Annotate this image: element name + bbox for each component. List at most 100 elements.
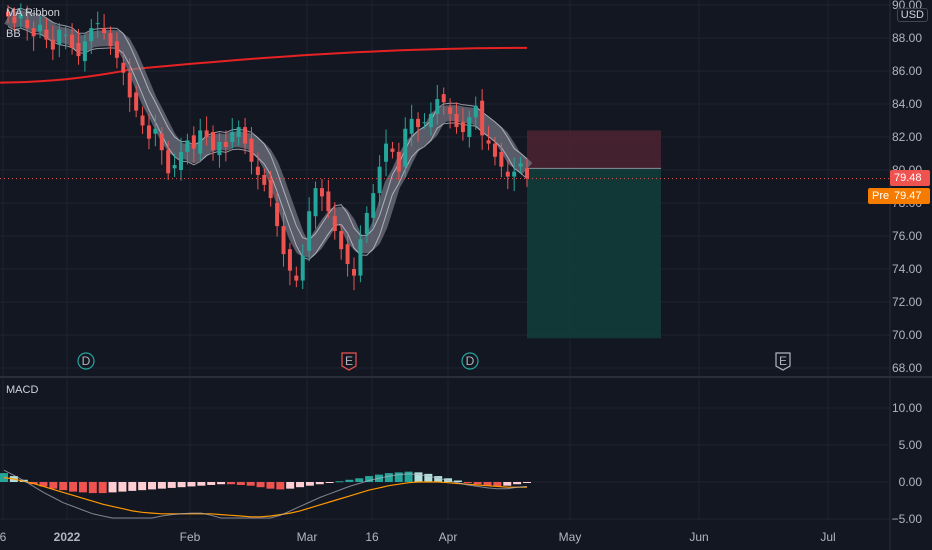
macd-histogram-bar xyxy=(473,482,482,485)
y-tick-label: 84.00 xyxy=(892,97,922,111)
macd-histogram-bar xyxy=(207,482,216,485)
candle-body xyxy=(454,113,459,128)
earnings-marker xyxy=(341,352,357,371)
ma-ribbon-upper xyxy=(7,6,528,241)
candle-body xyxy=(25,19,30,29)
take-profit-zone xyxy=(527,168,661,339)
candle-body xyxy=(146,125,151,139)
macd-histogram-bar xyxy=(404,471,413,482)
candle-body xyxy=(127,72,132,98)
candle-body xyxy=(31,28,36,37)
pre-market-badge: 79.47 xyxy=(890,188,930,204)
macd-histogram-bar xyxy=(118,482,127,492)
candle-body xyxy=(63,34,68,36)
candle-body xyxy=(255,166,260,175)
x-tick-label: May xyxy=(559,530,582,544)
x-tick-label: 6 xyxy=(0,530,7,544)
macd-histogram-bar xyxy=(59,482,68,491)
candle-body xyxy=(95,23,100,25)
candle-body xyxy=(403,128,408,167)
macd-histogram-bar xyxy=(108,482,117,493)
macd-histogram-bar xyxy=(0,473,8,482)
candle-body xyxy=(422,122,427,124)
candle-body xyxy=(134,92,139,111)
candle-body xyxy=(50,39,55,50)
candle-body xyxy=(18,14,23,19)
event-marker-letter: E xyxy=(779,354,787,368)
macd-histogram-bar xyxy=(88,482,97,494)
macd-histogram-bar xyxy=(148,482,157,490)
candle-body xyxy=(108,33,113,47)
candle-body xyxy=(460,122,465,133)
macd-histogram-bar xyxy=(463,482,472,483)
candle-body xyxy=(211,132,216,151)
macd-histogram-bar xyxy=(217,482,226,485)
macd-histogram-bar xyxy=(236,482,245,485)
macd-y-tick-label: 5.00 xyxy=(899,438,923,452)
x-tick-label: Feb xyxy=(180,530,201,544)
candle-body xyxy=(12,16,17,24)
macd-histogram-bar xyxy=(325,482,334,483)
macd-histogram-bar xyxy=(315,482,324,485)
candle-body xyxy=(480,100,485,136)
macd-histogram-bar xyxy=(523,482,531,483)
candle-body xyxy=(384,143,389,162)
macd-histogram-bar xyxy=(177,482,186,488)
y-tick-label: 70.00 xyxy=(892,328,922,342)
macd-signal-line xyxy=(3,477,527,518)
macd-histogram-bar xyxy=(365,476,374,482)
candle-body xyxy=(114,41,119,58)
candle-body xyxy=(364,212,369,235)
candle-body xyxy=(339,231,344,250)
macd-histogram-bar xyxy=(78,482,87,493)
macd-histogram-bar xyxy=(187,482,196,487)
candle-body xyxy=(428,113,433,128)
y-tick-label: 82.00 xyxy=(892,130,922,144)
candle-body xyxy=(377,166,382,194)
candle-body xyxy=(102,28,107,34)
macd-histogram-bar xyxy=(256,482,265,488)
candle-body xyxy=(467,117,472,137)
candle-body xyxy=(525,168,529,179)
candle-body xyxy=(281,226,286,255)
bb-legend[interactable]: BB xyxy=(6,28,21,40)
last-price-badge: 79.48 xyxy=(890,170,930,186)
candle-body xyxy=(416,118,421,128)
macd-histogram-bar xyxy=(394,472,403,482)
y-tick-label: 68.00 xyxy=(892,361,922,375)
candle-body xyxy=(390,148,395,152)
ma200-line xyxy=(0,46,527,84)
ma-ribbon-legend[interactable]: MA Ribbon xyxy=(6,7,60,19)
candle-body xyxy=(57,29,62,45)
candle-body xyxy=(89,28,94,42)
macd-histogram-bar xyxy=(226,482,235,485)
macd-legend[interactable]: MACD xyxy=(6,384,39,396)
candle-body xyxy=(492,143,497,157)
macd-y-tick-label: 0.00 xyxy=(899,475,923,489)
macd-histogram-bar xyxy=(197,482,206,486)
candle-body xyxy=(352,269,356,276)
macd-histogram-bar xyxy=(98,482,107,494)
macd-histogram-bar xyxy=(246,482,255,486)
macd-histogram-bar xyxy=(503,482,512,486)
candle-body xyxy=(294,275,299,281)
candle-body xyxy=(6,11,10,17)
ma-ribbon-lower xyxy=(7,25,528,261)
candle-body xyxy=(121,62,126,73)
macd-y-tick-label: 10.00 xyxy=(892,401,922,415)
candle-body xyxy=(518,163,523,167)
currency-badge[interactable]: USD xyxy=(896,8,928,22)
x-tick-label: 2022 xyxy=(54,530,81,544)
candle-body xyxy=(435,99,440,114)
x-tick-label: Jun xyxy=(689,530,708,544)
pre-market-label: Pre xyxy=(868,188,896,204)
candle-body xyxy=(76,42,81,57)
candle-body xyxy=(313,188,318,217)
candle-body xyxy=(179,151,183,170)
macd-histogram-bar xyxy=(434,476,443,482)
macd-histogram-bar xyxy=(453,480,462,482)
macd-histogram-bar xyxy=(167,482,176,488)
